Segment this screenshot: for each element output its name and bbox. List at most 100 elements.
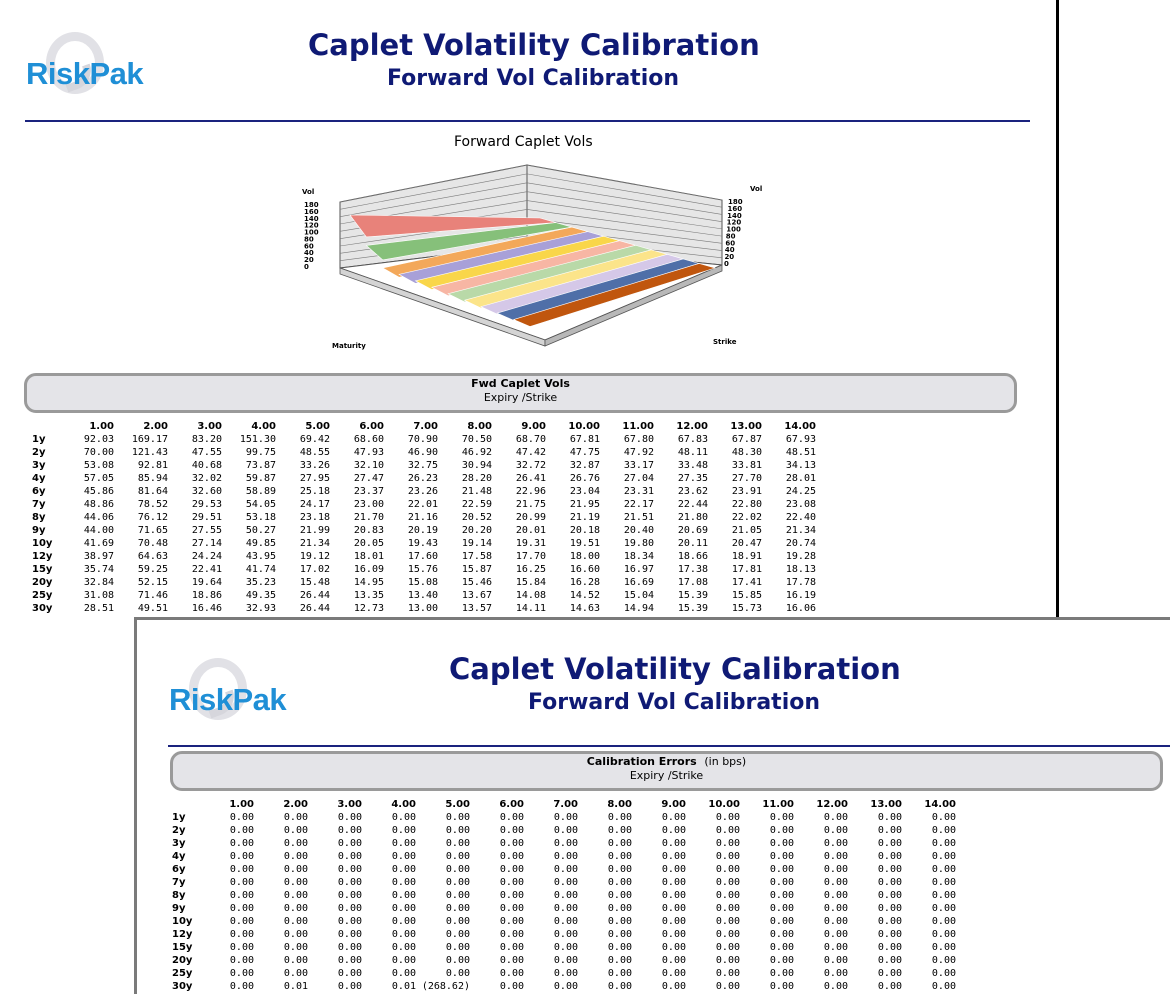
table-cell: 0.00 [823, 968, 848, 979]
table-cell: 0.00 [553, 916, 578, 927]
row-label: 4y [172, 851, 186, 862]
table-cell: 0.00 [445, 968, 470, 979]
table-cell: 0.00 [607, 851, 632, 862]
table-cell: 20.52 [461, 512, 492, 523]
column-header: 10.00 [708, 799, 740, 810]
table-cell: 23.00 [353, 499, 384, 510]
z-tick-label-right: 20 [724, 253, 734, 261]
table-cell: 17.60 [407, 551, 438, 562]
table-panel-title: Fwd Caplet Vols [471, 377, 570, 390]
row-label: 10y [32, 538, 53, 549]
table-cell: 0.00 [661, 942, 686, 953]
table-cell: 46.92 [461, 447, 492, 458]
z-tick-label-right: 140 [727, 212, 742, 220]
table-cell: 0.00 [283, 903, 308, 914]
table-cell: 28.20 [461, 473, 492, 484]
table-cell: 44.00 [83, 525, 114, 536]
table-cell: 70.00 [83, 447, 114, 458]
table-cell: 0.00 [823, 812, 848, 823]
column-header: 13.00 [730, 421, 762, 432]
table-cell: 31.08 [83, 590, 114, 601]
corner-cell [172, 798, 200, 811]
table-cell: 20.20 [461, 525, 492, 536]
z-tick-label-right: 160 [728, 205, 743, 213]
table-cell: 53.18 [245, 512, 276, 523]
table-cell: 21.51 [623, 512, 654, 523]
table-row: 10y 41.69 70.48 27.14 49.85 21.34 20.05 19.43 19… [32, 537, 816, 550]
table-cell: 21.19 [569, 512, 600, 523]
table-cell: 0.00 [499, 968, 524, 979]
table-cell: 17.08 [677, 577, 708, 588]
table-cell: 0.00 [283, 838, 308, 849]
table-cell: 0.00 [229, 903, 254, 914]
z-tick-label-left: 160 [304, 208, 319, 216]
table-cell: 57.05 [83, 473, 114, 484]
table-cell: 40.68 [191, 460, 222, 471]
table-cell: 21.05 [731, 525, 762, 536]
table-cell: 0.00 [607, 864, 632, 875]
table-cell: 27.14 [191, 538, 222, 549]
table-cell: 0.00 [769, 968, 794, 979]
table-cell: 23.62 [677, 486, 708, 497]
table-cell: 14.94 [623, 603, 654, 614]
table-cell: 0.00 [337, 929, 362, 940]
table-cell: 16.60 [569, 564, 600, 575]
table-row: 15y 0.00 0.00 0.00 0.00 0.00 0.00 0.00 0.00 0.00 0… [172, 941, 956, 954]
table-cell: 0.00 [823, 903, 848, 914]
row-label: 15y [32, 564, 53, 575]
table-cell: 20.01 [515, 525, 546, 536]
table-cell: 47.42 [515, 447, 546, 458]
table-cell: 14.63 [569, 603, 600, 614]
table-cell: 19.80 [623, 538, 654, 549]
riskpak-logo: RiskPak [169, 658, 299, 724]
table-cell: 47.92 [623, 447, 654, 458]
table-cell: 27.55 [191, 525, 222, 536]
table-cell: 0.00 [607, 877, 632, 888]
table-cell: 21.48 [461, 486, 492, 497]
table-cell: 0.00 [553, 877, 578, 888]
table-cell: 0.00 [337, 838, 362, 849]
table-cell: 0.00 [445, 877, 470, 888]
row-label: 25y [172, 968, 193, 979]
table-cell: 0.00 [283, 942, 308, 953]
table-cell: 26.41 [515, 473, 546, 484]
table-cell: 0.00 [607, 942, 632, 953]
table-cell: 35.74 [83, 564, 114, 575]
table-cell: 48.51 [785, 447, 816, 458]
column-header: 5.00 [305, 421, 330, 432]
table-cell: 0.00 [877, 877, 902, 888]
row-label: 1y [32, 434, 46, 445]
table-cell: 0.00 [877, 929, 902, 940]
table-cell: 70.48 [137, 538, 168, 549]
z-tick-label-left: 180 [304, 201, 319, 209]
column-header: 8.00 [607, 799, 632, 810]
table-cell: 18.34 [623, 551, 654, 562]
table-cell: 17.02 [299, 564, 330, 575]
table-cell: 68.60 [353, 434, 384, 445]
table-cell: 28.01 [785, 473, 816, 484]
table-cell: 32.84 [83, 577, 114, 588]
table-cell: 0.00 [715, 890, 740, 901]
wall-gridline [526, 191, 723, 222]
table-cell: 0.00 [229, 812, 254, 823]
table-cell: 26.44 [299, 590, 330, 601]
table-cell: 0.00 [229, 877, 254, 888]
table-cell: 0.00 [607, 968, 632, 979]
table-cell: 0.00 [823, 942, 848, 953]
table-row: 8y 0.00 0.00 0.00 0.00 0.00 0.00 0.00 0.00 0.00 0.… [172, 889, 956, 902]
table-cell: 29.53 [191, 499, 222, 510]
table-cell: 0.00 [823, 955, 848, 966]
table-cell: 0.00 [229, 916, 254, 927]
row-label: 3y [172, 838, 186, 849]
table-cell: 15.73 [731, 603, 762, 614]
table-cell: 20.19 [407, 525, 438, 536]
table-cell: 0.00 [337, 916, 362, 927]
table-cell: 14.52 [569, 590, 600, 601]
table-cell: 0.00 [229, 929, 254, 940]
table-cell: 0.00 [877, 851, 902, 862]
y-axis-label: Strike [713, 338, 737, 346]
column-header: 10.00 [568, 421, 600, 432]
column-header: 6.00 [499, 799, 524, 810]
table-cell: 23.08 [785, 499, 816, 510]
table-cell: 27.70 [731, 473, 762, 484]
